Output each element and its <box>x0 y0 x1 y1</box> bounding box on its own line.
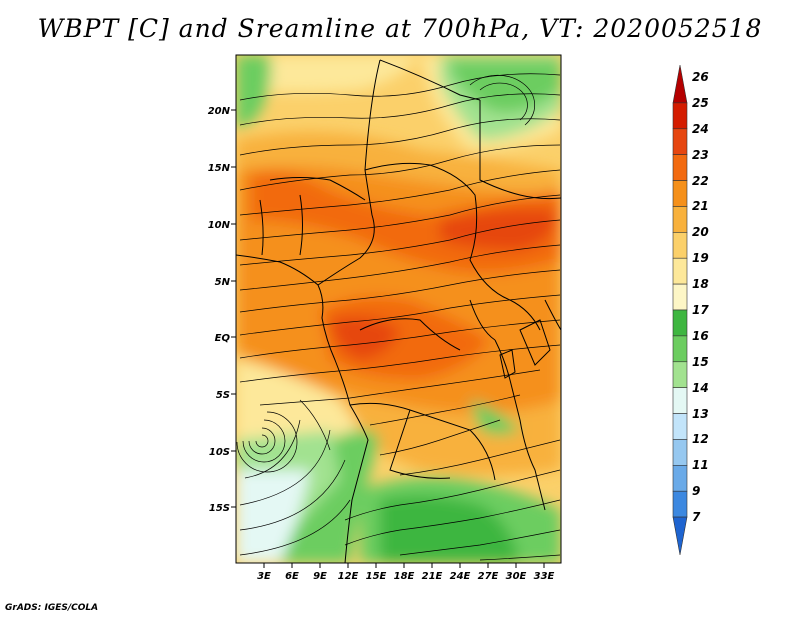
lat-tick-label: 20N <box>208 106 231 117</box>
lon-tick-label: 27E <box>478 571 499 582</box>
colorbar-label: 13 <box>692 406 709 421</box>
lon-tick-label: 24E <box>450 571 471 582</box>
lon-axis: 3E 6E 9E 12E 15E 18E 21E 24E 27E 30E 33E <box>257 563 555 582</box>
colorbar-label: 15 <box>692 354 709 369</box>
chart-title: WBPT [C] and Sreamline at 700hPa, VT: 20… <box>37 14 763 43</box>
lat-tick-label: 15S <box>209 503 230 514</box>
colorbar-label: 26 <box>692 70 709 84</box>
colorbar-label: 9 <box>692 484 701 499</box>
lat-tick-label: 5N <box>215 277 231 288</box>
colorbar-label: 17 <box>692 303 709 317</box>
streamlines <box>236 73 561 561</box>
map-frame <box>235 54 562 564</box>
lon-tick-label: 9E <box>313 571 327 582</box>
lat-tick-label: 10N <box>208 220 231 231</box>
lon-tick-label: 21E <box>422 571 443 582</box>
colorbar-swatch <box>672 516 688 556</box>
colorbar-swatch <box>672 257 688 285</box>
colorbar-swatch <box>672 206 688 233</box>
colorbar-swatch <box>672 490 688 518</box>
colorbar-swatch <box>672 335 688 363</box>
footer-credit: GrADS: IGES/COLA <box>5 603 99 613</box>
lon-tick-label: 12E <box>338 571 359 582</box>
colorbar-swatch <box>672 413 688 440</box>
lon-tick-label: 33E <box>534 571 555 582</box>
colorbar-label: 18 <box>692 277 709 292</box>
colorbar-swatch <box>672 128 688 155</box>
lon-tick-label: 15E <box>366 571 387 582</box>
colorbar-swatch <box>672 361 688 388</box>
colorbar-swatch <box>672 439 688 466</box>
colorbar-label: 7 <box>692 510 701 525</box>
colorbar-label: 11 <box>692 458 709 473</box>
lat-axis: 20N 15N 10N 5N EQ 5S 10S 15S <box>208 106 236 514</box>
colorbar <box>672 64 688 556</box>
colorbar-label: 25 <box>692 95 709 110</box>
colorbar-swatch <box>672 64 688 104</box>
colorbar-label: 22 <box>692 173 709 188</box>
colorbar-swatch <box>672 154 688 181</box>
colorbar-swatch <box>672 309 688 337</box>
colorbar-label: 20 <box>692 225 709 240</box>
colorbar-label: 14 <box>692 380 709 395</box>
lon-tick-label: 30E <box>506 571 527 582</box>
lat-tick-label: 10S <box>209 447 230 458</box>
lon-tick-label: 6E <box>285 571 299 582</box>
lon-tick-label: 3E <box>257 571 271 582</box>
colorbar-label: 19 <box>692 251 709 266</box>
lon-tick-label: 18E <box>394 571 415 582</box>
colorbar-swatch <box>672 232 688 259</box>
lat-tick-label: 5S <box>216 390 230 401</box>
colorbar-swatch <box>672 283 688 311</box>
colorbar-swatch <box>672 465 688 492</box>
colorbar-swatch <box>672 387 688 414</box>
colorbar-swatch <box>672 180 688 207</box>
colorbar-label: 23 <box>692 147 709 162</box>
map-field <box>236 55 561 563</box>
lat-tick-label: 15N <box>208 163 231 174</box>
lat-tick-label: EQ <box>215 333 231 344</box>
colorbar-label: 21 <box>692 199 709 214</box>
colorbar-label: 16 <box>692 328 709 343</box>
colorbar-label: 24 <box>692 121 709 136</box>
colorbar-label: 12 <box>692 432 709 447</box>
colorbar-swatch <box>672 102 688 130</box>
boundaries <box>236 59 561 563</box>
